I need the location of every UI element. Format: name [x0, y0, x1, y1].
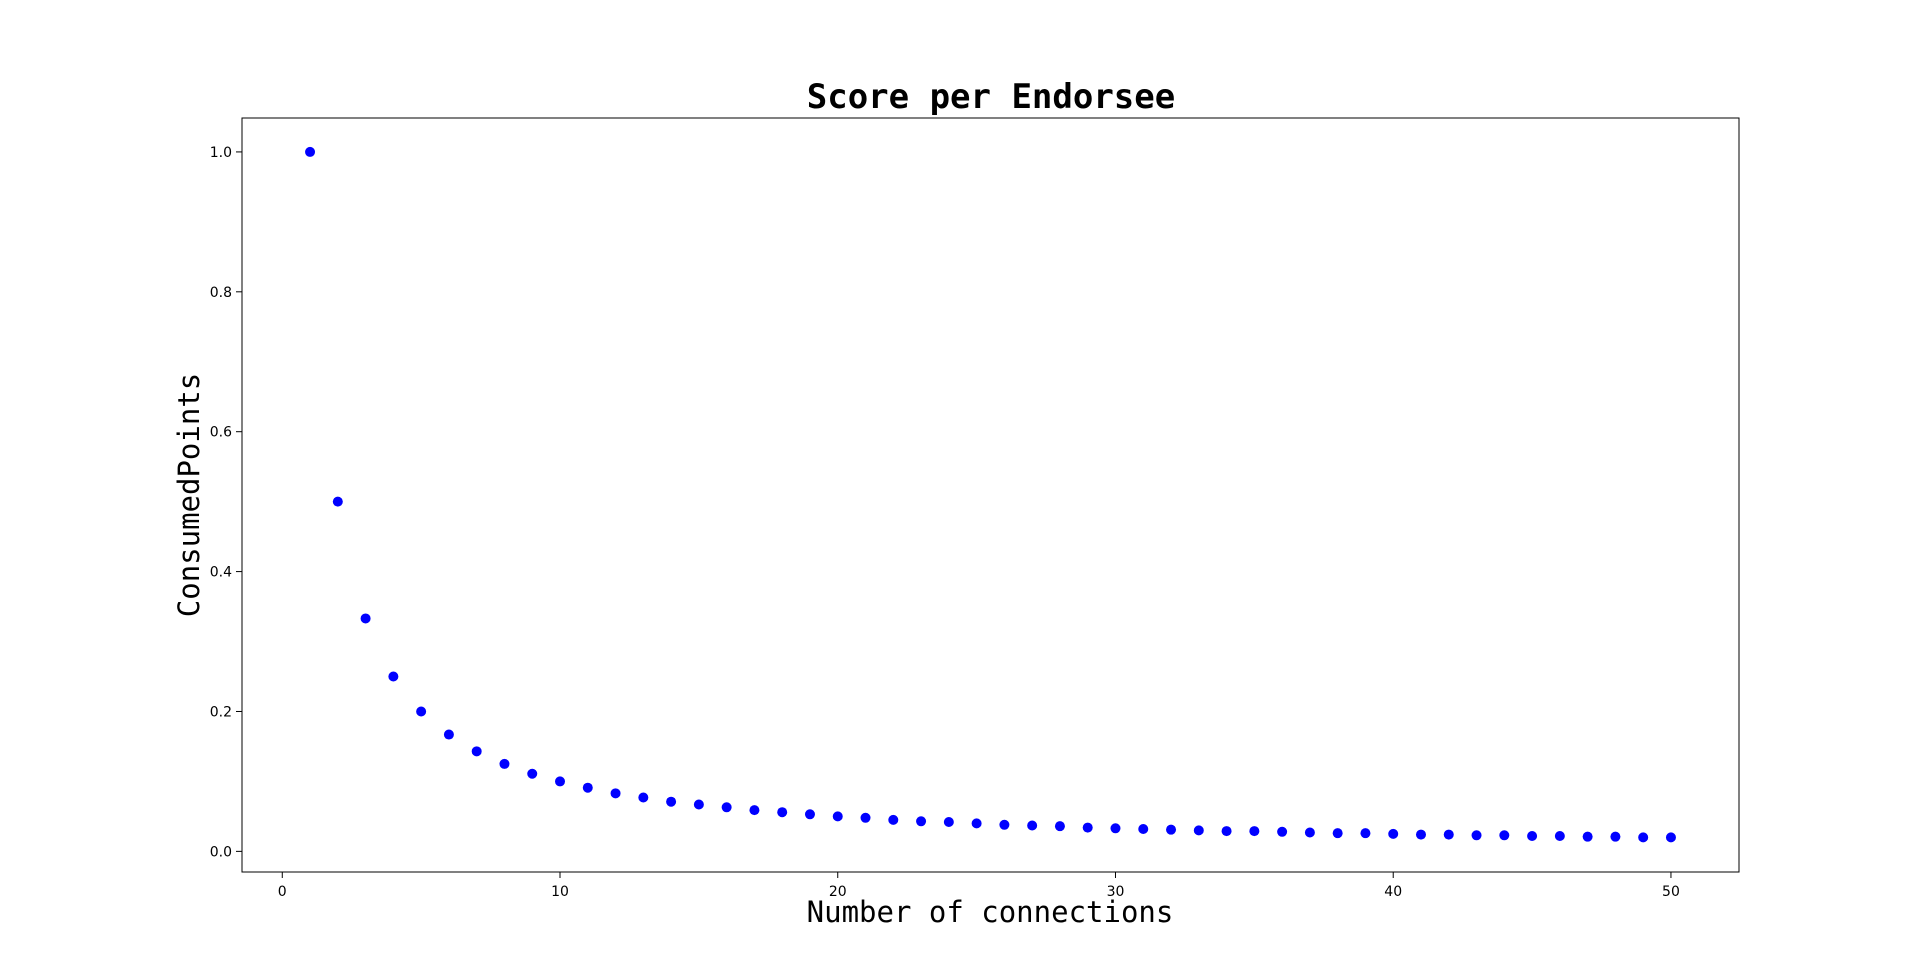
- data-point: [1277, 826, 1288, 837]
- x-tick-label: 30: [1107, 884, 1125, 900]
- y-axis-label: ConsumedPoints: [172, 373, 206, 617]
- data-point: [888, 814, 899, 825]
- data-point: [971, 818, 982, 829]
- data-point: [999, 819, 1010, 830]
- data-point: [360, 613, 371, 624]
- data-point: [443, 729, 454, 740]
- data-point: [943, 816, 954, 827]
- y-tick-label: 0.0: [210, 844, 232, 860]
- data-point: [1082, 822, 1093, 833]
- data-point: [1027, 820, 1038, 831]
- y-tick-label: 1.0: [210, 145, 232, 161]
- data-point: [1332, 828, 1343, 839]
- data-point: [1610, 831, 1621, 842]
- x-tick-label: 20: [829, 884, 847, 900]
- data-point: [1638, 832, 1649, 843]
- data-point: [693, 799, 704, 810]
- data-point: [471, 746, 482, 757]
- data-point: [582, 782, 593, 793]
- x-axis: 0 10 20 30 40 50: [278, 872, 1680, 900]
- data-point: [1582, 831, 1593, 842]
- data-point: [1304, 827, 1315, 838]
- data-point: [1110, 823, 1121, 834]
- data-point: [1554, 830, 1565, 841]
- data-point: [1054, 821, 1065, 832]
- chart-title: Score per Endorsee: [807, 77, 1175, 117]
- data-point: [1665, 832, 1676, 843]
- data-point: [499, 758, 510, 769]
- data-point: [305, 146, 316, 157]
- data-point: [1221, 826, 1232, 837]
- x-tick-label: 0: [278, 884, 287, 900]
- y-tick-label: 0.2: [210, 704, 232, 720]
- data-point: [1388, 828, 1399, 839]
- data-point: [1527, 830, 1538, 841]
- data-point: [832, 811, 843, 822]
- data-point: [916, 816, 927, 827]
- data-point: [1360, 828, 1371, 839]
- x-axis-label: Number of connections: [807, 895, 1174, 929]
- data-point: [666, 796, 677, 807]
- plot-area-frame: [241, 117, 1740, 873]
- data-points: [305, 146, 1676, 843]
- data-point: [1166, 824, 1177, 835]
- data-point: [1193, 825, 1204, 836]
- x-tick-label: 10: [551, 884, 569, 900]
- y-tick-label: 0.6: [210, 425, 232, 441]
- data-point: [804, 809, 815, 820]
- data-point: [860, 812, 871, 823]
- data-point: [1443, 829, 1454, 840]
- data-point: [777, 807, 788, 818]
- x-tick-label: 50: [1662, 884, 1680, 900]
- y-tick-label: 0.4: [210, 565, 232, 581]
- x-tick-label: 40: [1384, 884, 1402, 900]
- data-point: [1415, 829, 1426, 840]
- data-point: [638, 792, 649, 803]
- data-point: [332, 496, 343, 507]
- data-point: [721, 802, 732, 813]
- y-tick-label: 0.8: [210, 285, 232, 301]
- data-point: [1471, 830, 1482, 841]
- data-point: [416, 706, 427, 717]
- data-point: [555, 776, 566, 787]
- data-point: [527, 768, 538, 779]
- y-axis: 0.0 0.2 0.4 0.6 0.8 1.0: [210, 145, 242, 860]
- data-point: [749, 805, 760, 816]
- data-point: [1249, 826, 1260, 837]
- data-point: [610, 788, 621, 799]
- data-point: [388, 671, 399, 682]
- data-point: [1499, 830, 1510, 841]
- data-point: [1138, 823, 1149, 834]
